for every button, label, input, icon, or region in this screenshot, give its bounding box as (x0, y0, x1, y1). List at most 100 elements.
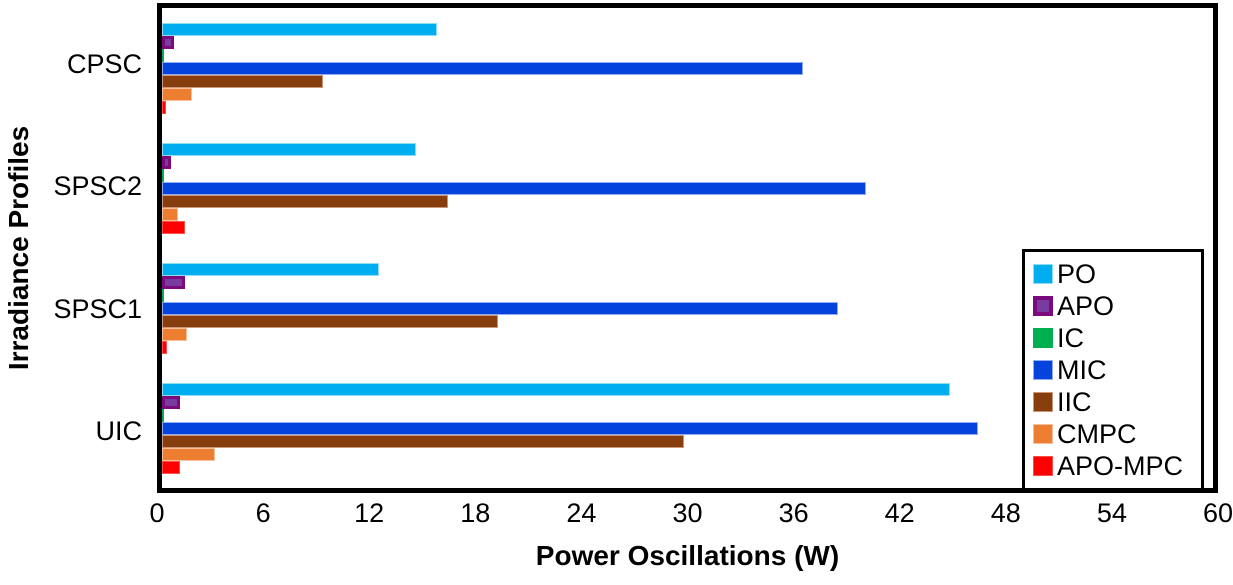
legend-swatch-ic (1033, 328, 1053, 348)
x-tick-label-18: 18 (460, 498, 491, 528)
bar-mic-cpsc (162, 61, 804, 75)
bar-row (162, 395, 1213, 409)
x-tick-label-30: 30 (672, 498, 703, 528)
bar-po-spsc2 (162, 142, 416, 156)
legend-item-ic: IC (1033, 323, 1193, 354)
bar-row (162, 87, 1213, 101)
legend-label-po: PO (1057, 258, 1097, 289)
bar-apo-mpc-spsc1 (162, 340, 168, 354)
legend-swatch-cmpc (1033, 424, 1053, 444)
bar-row (162, 434, 1213, 448)
bar-cmpc-spsc2 (162, 207, 178, 221)
bar-ic-spsc1 (162, 288, 164, 302)
bar-row (162, 61, 1213, 75)
legend-item-mic: MIC (1033, 355, 1193, 386)
bar-ic-uic (162, 408, 164, 422)
bar-row (162, 35, 1213, 49)
bar-row (162, 194, 1213, 208)
legend-label-apo-mpc: APO-MPC (1057, 450, 1184, 481)
bar-apo-cpsc (162, 35, 175, 49)
bar-row (162, 460, 1213, 474)
bar-row (162, 262, 1213, 276)
legend-swatch-mic (1033, 360, 1053, 380)
bar-row (162, 301, 1213, 315)
bar-row (162, 142, 1213, 156)
bar-po-spsc1 (162, 262, 380, 276)
bar-iic-spsc2 (162, 194, 448, 208)
legend-item-apo-mpc: APO-MPC (1033, 451, 1193, 482)
bar-apo-mpc-spsc2 (162, 220, 185, 234)
x-tick-label-60: 60 (1202, 498, 1233, 528)
bar-iic-uic (162, 434, 684, 448)
category-label-uic: UIC (95, 416, 143, 447)
bar-row (162, 74, 1213, 88)
bar-row (162, 100, 1213, 114)
bar-row (162, 220, 1213, 234)
bar-row (162, 421, 1213, 435)
x-tick-label-42: 42 (884, 498, 915, 528)
bar-row (162, 447, 1213, 461)
legend-label-apo: APO (1057, 290, 1115, 321)
bar-mic-uic (162, 421, 979, 435)
bar-group-SPSC2 (162, 128, 1213, 248)
bar-row (162, 314, 1213, 328)
category-labels: CPSC SPSC2 SPSC1 UIC (0, 3, 148, 493)
legend-item-apo: APO (1033, 291, 1193, 322)
bar-cmpc-spsc1 (162, 327, 187, 341)
bar-row (162, 48, 1213, 62)
plot-area (157, 3, 1218, 493)
bar-mic-spsc1 (162, 301, 839, 315)
bar-group-CPSC (162, 8, 1213, 128)
x-tick-label-36: 36 (778, 498, 809, 528)
x-tick-label-48: 48 (990, 498, 1021, 528)
x-tick-label-6: 6 (255, 498, 271, 528)
bar-row (162, 168, 1213, 182)
bar-iic-cpsc (162, 74, 324, 88)
legend-label-ic: IC (1057, 322, 1084, 353)
legend-label-mic: MIC (1057, 354, 1107, 385)
legend: PO APO IC MIC IIC CMPC APO-MPC (1022, 249, 1204, 491)
bar-mic-spsc2 (162, 181, 867, 195)
x-tick-label-0: 0 (149, 498, 165, 528)
bar-apo-mpc-uic (162, 460, 180, 474)
bar-iic-spsc1 (162, 314, 499, 328)
legend-label-cmpc: CMPC (1057, 418, 1137, 449)
bar-row (162, 340, 1213, 354)
category-label-cpsc: CPSC (66, 48, 142, 79)
bar-po-cpsc (162, 22, 437, 36)
bar-row (162, 382, 1213, 396)
bar-row (162, 207, 1213, 221)
legend-swatch-apo (1033, 296, 1053, 316)
bar-row (162, 275, 1213, 289)
legend-label-iic: IIC (1057, 386, 1092, 417)
bar-row (162, 181, 1213, 195)
bar-row (162, 155, 1213, 169)
bar-apo-spsc1 (162, 275, 185, 289)
legend-item-cmpc: CMPC (1033, 419, 1193, 450)
bar-cmpc-uic (162, 447, 215, 461)
x-axis-title: Power Oscillations (W) (535, 540, 840, 571)
x-axis-ticks: 0 6 12 18 24 30 36 42 48 54 60 (149, 498, 1233, 530)
category-label-spsc2: SPSC2 (53, 171, 142, 202)
bar-row (162, 408, 1213, 422)
x-tick-label-54: 54 (1096, 498, 1127, 528)
legend-swatch-apo-mpc (1033, 456, 1053, 476)
bar-ic-spsc2 (162, 168, 164, 182)
legend-item-po: PO (1033, 259, 1193, 290)
bar-ic-cpsc (162, 48, 164, 62)
x-tick-label-24: 24 (566, 498, 597, 528)
legend-item-iic: IIC (1033, 387, 1193, 418)
bar-po-uic (162, 382, 951, 396)
bar-cmpc-cpsc (162, 87, 192, 101)
legend-swatch-po (1033, 264, 1053, 284)
bar-group-UIC (162, 368, 1213, 488)
bar-row (162, 288, 1213, 302)
x-tick-label-12: 12 (354, 498, 385, 528)
category-label-spsc1: SPSC1 (53, 293, 142, 324)
bar-apo-mpc-cpsc (162, 100, 166, 114)
bar-row (162, 22, 1213, 36)
bar-group-SPSC1 (162, 248, 1213, 368)
legend-swatch-iic (1033, 392, 1053, 412)
bar-apo-spsc2 (162, 155, 171, 169)
